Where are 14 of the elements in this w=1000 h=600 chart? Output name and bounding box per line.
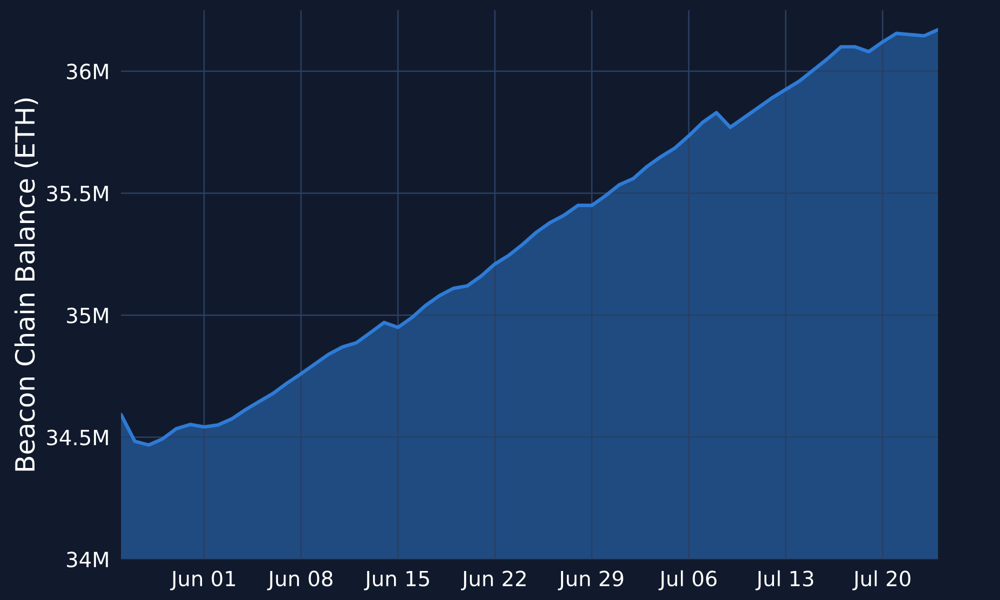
y-axis-title: Beacon Chain Balance (ETH): [14, 98, 38, 471]
y-tick-label: 35.5M: [47, 186, 108, 202]
x-tick-label: Jun 08: [267, 570, 332, 590]
y-tick-label: 35M: [66, 308, 108, 324]
x-tick-label: Jun 15: [364, 570, 429, 590]
y-tick-label: 34M: [66, 552, 108, 568]
x-tick-label: Jul 13: [755, 570, 814, 590]
x-tick-label: Jul 06: [658, 570, 717, 590]
x-tick-label: Jun 22: [460, 570, 526, 590]
x-tick-label: Jun 01: [170, 570, 236, 590]
y-tick-label: 34.5M: [47, 430, 108, 446]
y-tick-label: 36M: [66, 64, 108, 80]
x-tick-label: Jun 29: [558, 570, 624, 590]
x-tick-label: Jul 20: [852, 570, 910, 590]
